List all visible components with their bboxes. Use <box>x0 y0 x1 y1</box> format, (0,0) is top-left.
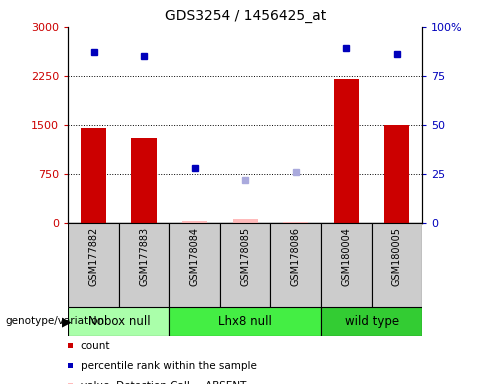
Bar <box>119 223 169 307</box>
Text: GSM178085: GSM178085 <box>240 227 250 286</box>
Bar <box>270 223 321 307</box>
Text: genotype/variation: genotype/variation <box>5 316 104 326</box>
Bar <box>169 307 321 336</box>
Text: ▶: ▶ <box>62 315 72 328</box>
Bar <box>321 307 422 336</box>
Text: GSM177883: GSM177883 <box>139 227 149 286</box>
Text: GSM180004: GSM180004 <box>341 227 351 286</box>
Bar <box>169 223 220 307</box>
Bar <box>68 223 119 307</box>
Bar <box>334 79 359 223</box>
Title: GDS3254 / 1456425_at: GDS3254 / 1456425_at <box>164 9 326 23</box>
Text: Lhx8 null: Lhx8 null <box>218 315 272 328</box>
Text: GSM177882: GSM177882 <box>89 227 99 286</box>
Text: Nobox null: Nobox null <box>87 315 150 328</box>
Text: wild type: wild type <box>345 315 399 328</box>
Bar <box>131 138 157 223</box>
Bar <box>81 128 106 223</box>
Text: percentile rank within the sample: percentile rank within the sample <box>81 361 257 371</box>
Bar <box>220 223 270 307</box>
Bar <box>384 126 409 223</box>
Text: count: count <box>81 341 110 351</box>
Text: GSM180005: GSM180005 <box>392 227 402 286</box>
Bar <box>371 223 422 307</box>
Bar <box>182 221 207 223</box>
Text: GSM178084: GSM178084 <box>190 227 200 286</box>
Bar <box>68 307 169 336</box>
Text: GSM178086: GSM178086 <box>291 227 301 286</box>
Bar <box>283 222 308 223</box>
Bar <box>321 223 371 307</box>
Text: value, Detection Call = ABSENT: value, Detection Call = ABSENT <box>81 381 246 384</box>
Bar <box>233 220 258 223</box>
